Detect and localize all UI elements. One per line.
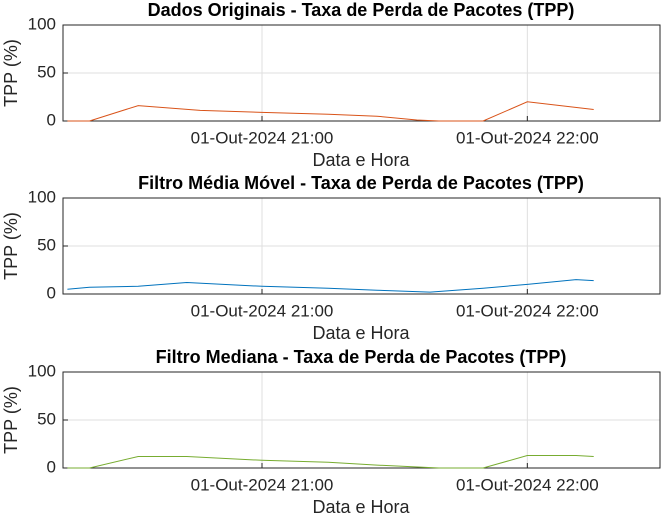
y-tick-label: 0 — [47, 110, 56, 129]
y-tick-label: 50 — [37, 235, 56, 254]
x-tick-label: 01-Out-2024 22:00 — [456, 475, 599, 494]
chart-title: Filtro Média Móvel - Taxa de Perda de Pa… — [138, 173, 584, 193]
y-tick-label: 0 — [47, 457, 56, 476]
y-tick-label: 0 — [47, 283, 56, 302]
axes-box — [62, 24, 661, 122]
y-tick-label: 50 — [37, 62, 56, 81]
chart-title: Dados Originais - Taxa de Perda de Pacot… — [148, 0, 575, 20]
x-axis-label: Data e Hora — [312, 150, 410, 170]
x-tick-label: 01-Out-2024 21:00 — [191, 301, 334, 320]
data-line — [67, 279, 594, 293]
data-line — [67, 455, 594, 469]
x-axis-label: Data e Hora — [312, 497, 410, 517]
x-axis-label: Data e Hora — [312, 323, 410, 343]
chart-title: Filtro Mediana - Taxa de Perda de Pacote… — [156, 347, 567, 367]
y-axis-label: TPP (%) — [1, 386, 21, 454]
x-tick-label: 01-Out-2024 22:00 — [456, 301, 599, 320]
y-axis-label: TPP (%) — [1, 212, 21, 280]
x-tick-label: 01-Out-2024 21:00 — [191, 128, 334, 147]
y-tick-label: 100 — [28, 187, 56, 206]
y-axis-label: TPP (%) — [1, 39, 21, 107]
x-tick-label: 01-Out-2024 21:00 — [191, 475, 334, 494]
data-line — [67, 101, 594, 122]
axes-box — [62, 197, 661, 295]
y-tick-label: 100 — [28, 14, 56, 33]
axes-box — [62, 371, 661, 469]
y-tick-label: 100 — [28, 361, 56, 380]
x-tick-label: 01-Out-2024 22:00 — [456, 128, 599, 147]
y-tick-label: 50 — [37, 409, 56, 428]
